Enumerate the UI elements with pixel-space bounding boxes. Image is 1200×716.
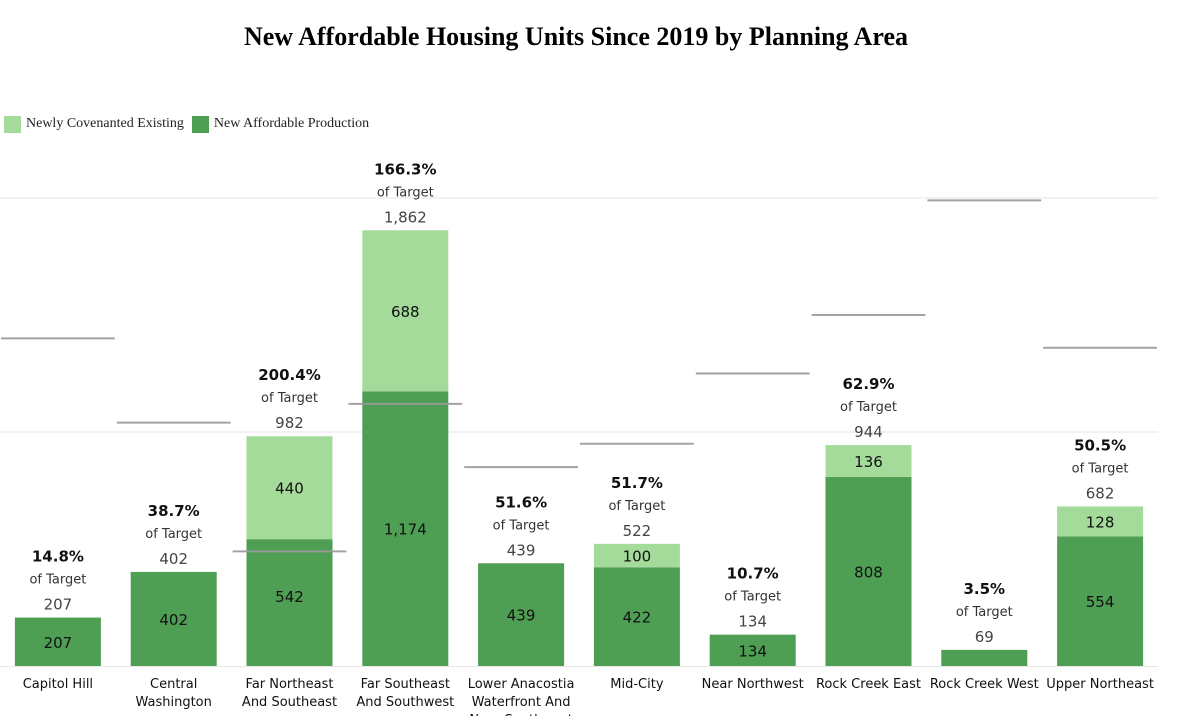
percent-of-target-label: 200.4% bbox=[258, 366, 320, 384]
category-label: Upper Northeast bbox=[1046, 677, 1154, 692]
bar-production bbox=[478, 563, 565, 666]
segment-label-existing: 128 bbox=[1086, 513, 1115, 531]
bar-production bbox=[130, 571, 217, 666]
total-label: 682 bbox=[1086, 484, 1115, 502]
percent-of-target-label: 50.5% bbox=[1074, 436, 1126, 454]
segment-label-production: 402 bbox=[159, 611, 188, 629]
segment-label-production: 1,174 bbox=[384, 521, 427, 539]
segment-label-production: 554 bbox=[1086, 593, 1115, 611]
percent-of-target-label: 14.8% bbox=[32, 548, 84, 566]
percent-of-target-label: 10.7% bbox=[727, 565, 779, 583]
category-label: Near Northwest bbox=[702, 677, 804, 692]
percent-of-target-label: 51.7% bbox=[611, 474, 663, 492]
percent-of-target-caption: of Target bbox=[1072, 461, 1129, 476]
percent-of-target-caption: of Target bbox=[956, 605, 1013, 620]
total-label: 69 bbox=[975, 628, 994, 646]
category-label: Rock Creek East bbox=[816, 677, 921, 692]
bar-production bbox=[593, 567, 680, 666]
category-label: Near Southwest bbox=[469, 713, 572, 716]
legend-label-production: New Affordable Production bbox=[213, 116, 370, 131]
segment-label-production: 808 bbox=[854, 563, 883, 581]
legend-label-existing: Newly Covenanted Existing bbox=[26, 116, 184, 131]
total-label: 439 bbox=[507, 541, 536, 559]
percent-of-target-label: 51.6% bbox=[495, 493, 547, 511]
category-label: Mid-City bbox=[610, 677, 664, 692]
bar-existing bbox=[246, 436, 333, 540]
bar-production bbox=[825, 476, 912, 666]
legend-item-existing: Newly Covenanted Existing bbox=[4, 115, 184, 133]
category-label: Waterfront And bbox=[472, 695, 571, 710]
category-label: Rock Creek West bbox=[930, 677, 1039, 692]
segment-label-production: 422 bbox=[623, 609, 652, 627]
total-label: 1,862 bbox=[384, 208, 427, 226]
percent-of-target-caption: of Target bbox=[29, 573, 86, 588]
segment-label-production: 134 bbox=[738, 642, 767, 660]
total-label: 522 bbox=[623, 522, 652, 540]
legend-swatch-production bbox=[191, 115, 209, 133]
category-label: And Southeast bbox=[242, 695, 337, 710]
bar-production bbox=[362, 391, 449, 666]
percent-of-target-label: 62.9% bbox=[842, 375, 894, 393]
bar-production bbox=[941, 649, 1028, 666]
total-label: 944 bbox=[854, 423, 883, 441]
percent-of-target-label: 3.5% bbox=[963, 580, 1005, 598]
bar-existing bbox=[825, 445, 912, 477]
category-label: Lower Anacostia bbox=[468, 677, 575, 692]
category-label: Capitol Hill bbox=[23, 677, 93, 692]
legend: Newly Covenanted Existing New Affordable… bbox=[4, 114, 377, 134]
category-label: Washington bbox=[135, 695, 211, 710]
bar-production bbox=[1057, 536, 1144, 666]
percent-of-target-caption: of Target bbox=[145, 527, 202, 542]
category-label: And Southwest bbox=[356, 695, 454, 710]
bar-existing bbox=[362, 230, 449, 392]
percent-of-target-label: 166.3% bbox=[374, 160, 436, 178]
chart-title: New Affordable Housing Units Since 2019 … bbox=[243, 22, 909, 51]
total-label: 402 bbox=[159, 550, 188, 568]
category-label: Far Northeast bbox=[246, 677, 334, 692]
category-label: Central bbox=[150, 677, 197, 692]
segment-label-existing: 100 bbox=[623, 548, 652, 566]
bar-production bbox=[14, 617, 101, 666]
bar-production bbox=[246, 539, 333, 666]
total-label: 134 bbox=[738, 613, 767, 631]
bar-existing bbox=[593, 543, 680, 568]
legend-swatch-existing bbox=[4, 115, 21, 133]
bar-existing bbox=[1057, 506, 1144, 537]
segment-label-existing: 136 bbox=[854, 453, 883, 471]
percent-of-target-caption: of Target bbox=[377, 185, 434, 200]
total-label: 207 bbox=[44, 596, 73, 614]
category-label: Far Southeast bbox=[361, 677, 450, 692]
bar-production bbox=[709, 634, 796, 666]
percent-of-target-caption: of Target bbox=[493, 518, 550, 533]
percent-of-target-caption: of Target bbox=[724, 590, 781, 605]
segment-label-production: 207 bbox=[44, 634, 73, 652]
segment-label-existing: 688 bbox=[391, 303, 420, 321]
percent-of-target-caption: of Target bbox=[608, 499, 665, 514]
total-label: 982 bbox=[275, 414, 304, 432]
segment-label-existing: 440 bbox=[275, 480, 304, 498]
segment-label-production: 542 bbox=[275, 588, 304, 606]
percent-of-target-label: 38.7% bbox=[148, 502, 200, 520]
percent-of-target-caption: of Target bbox=[840, 400, 897, 415]
segment-label-production: 439 bbox=[507, 607, 536, 625]
percent-of-target-caption: of Target bbox=[261, 391, 318, 406]
legend-item-production: New Affordable Production bbox=[191, 115, 370, 133]
